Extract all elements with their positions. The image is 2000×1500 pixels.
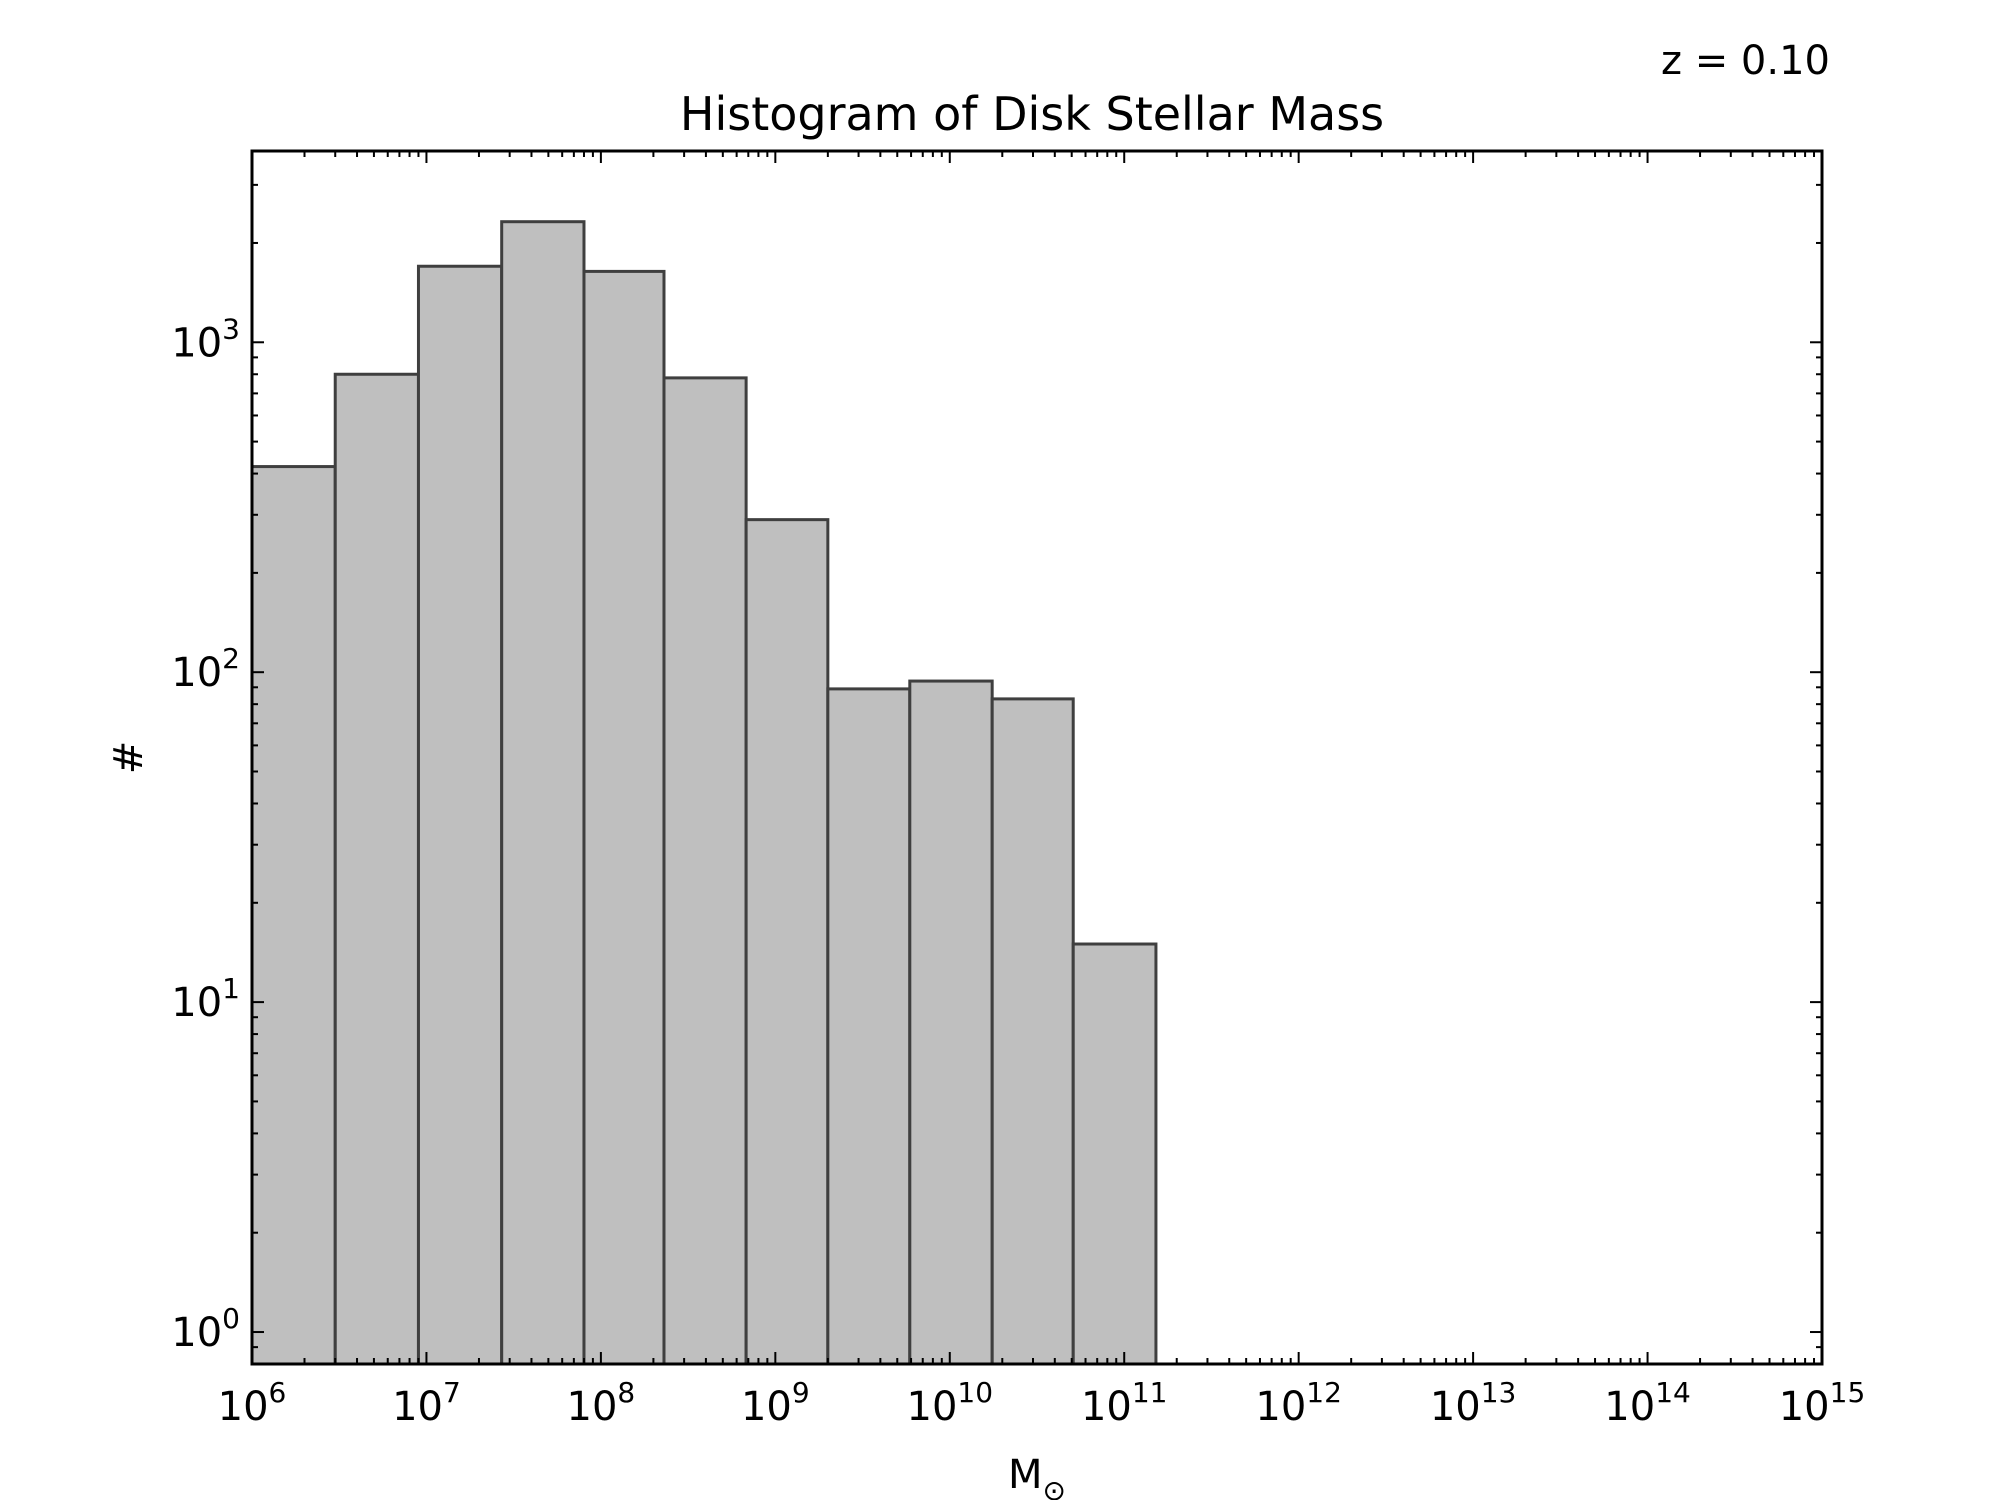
histogram-bars — [250, 220, 1158, 1366]
plot-frame — [250, 149, 1824, 1366]
x-tick-label: 1010 — [907, 1376, 994, 1430]
y-tick-label: 101 — [171, 972, 240, 1026]
histogram-bar — [250, 465, 337, 1366]
x-tick-labels: 106 107 108 109 1010 1011 1012 1013 1014 1015 — [218, 1376, 1866, 1430]
x-axis-label-subscript: ⊙ — [1043, 1474, 1066, 1500]
y-tick-labels: 100 101 102 103 — [171, 312, 240, 1356]
histogram-bar — [333, 372, 420, 1366]
histogram-bar — [744, 518, 830, 1366]
x-tick-label: 109 — [741, 1376, 810, 1430]
y-tick-label: 100 — [171, 1302, 240, 1356]
x-axis-label: M⊙ — [1008, 1452, 1066, 1500]
y-tick-label: 103 — [171, 312, 240, 366]
x-axis-label-main: M — [1008, 1452, 1043, 1498]
y-tick-label: 102 — [171, 642, 240, 696]
chart-title: Histogram of Disk Stellar Mass — [680, 87, 1384, 141]
histogram-bar — [826, 687, 912, 1366]
histogram-bar — [662, 376, 748, 1366]
x-tick-label: 107 — [392, 1376, 461, 1430]
y-axis-label: # — [106, 741, 152, 775]
histogram-bar — [908, 679, 994, 1366]
x-tick-label: 108 — [567, 1376, 636, 1430]
x-tick-label: 1011 — [1081, 1376, 1168, 1430]
histogram-bar — [1071, 942, 1158, 1366]
histogram-bar — [582, 269, 666, 1366]
histogram-bar — [416, 264, 504, 1366]
histogram-bar — [500, 220, 586, 1366]
x-tick-label: 1013 — [1430, 1376, 1517, 1430]
x-tick-label: 1014 — [1604, 1376, 1691, 1430]
x-tick-label: 1012 — [1255, 1376, 1342, 1430]
redshift-annotation: z = 0.10 — [1661, 38, 1830, 84]
histogram-bar — [990, 697, 1075, 1366]
x-tick-label: 1015 — [1779, 1376, 1866, 1430]
x-tick-label: 106 — [218, 1376, 287, 1430]
